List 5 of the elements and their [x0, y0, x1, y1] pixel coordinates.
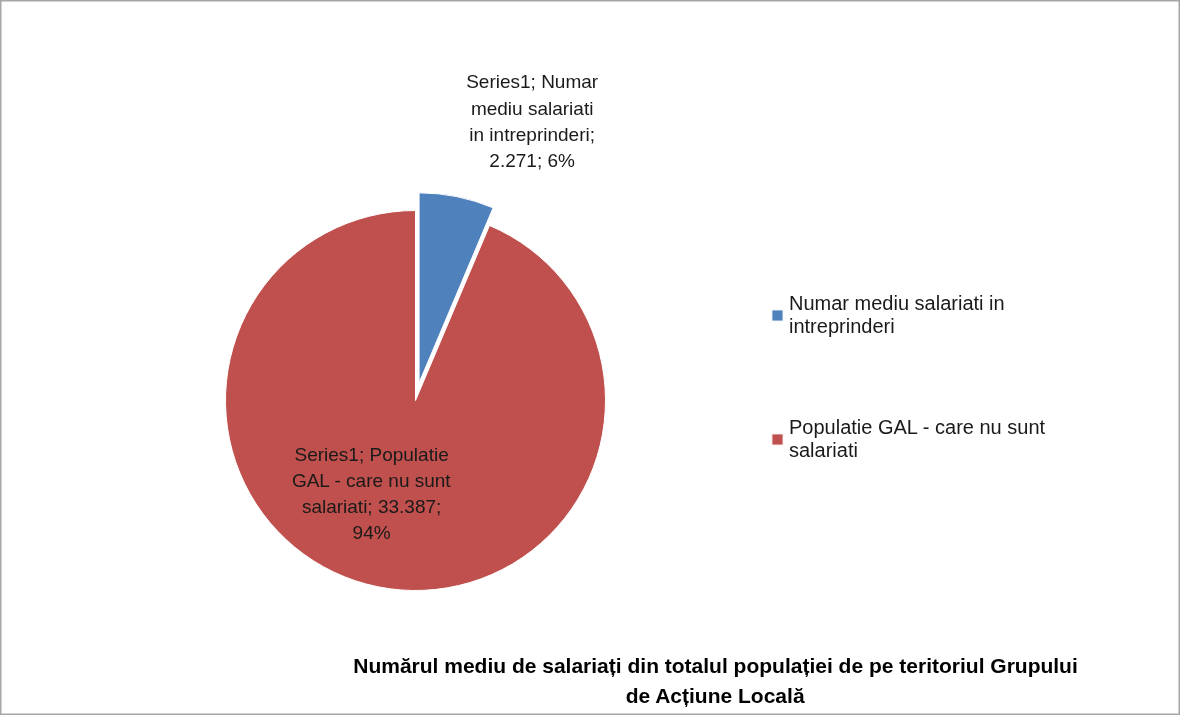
legend-label: Populatie GAL - care nu sunt salariati — [789, 416, 1046, 462]
data-label: Series1; Populatie GAL - care nu sunt salariati; 33.387; 94% — [291, 443, 452, 544]
legend-label: Numar mediu salariati in intreprinderi — [789, 292, 1005, 338]
data-label: Series1; Numar mediu salariati in intreprinderi; 2.271; 6% — [466, 71, 599, 172]
text: Numărul mediu de salariați din totalul populației de pe teritoriul Grupului de Acțiune Locală — [353, 654, 1078, 707]
